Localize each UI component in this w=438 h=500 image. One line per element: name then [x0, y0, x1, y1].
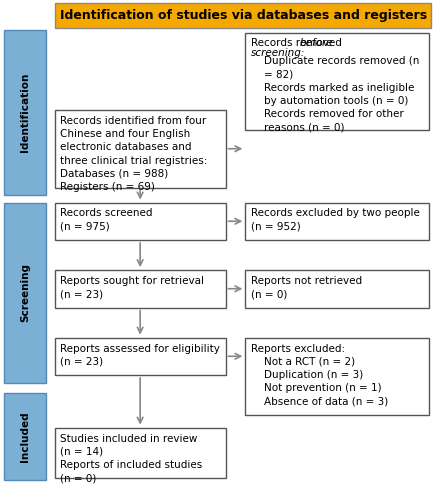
FancyBboxPatch shape — [55, 202, 226, 240]
FancyBboxPatch shape — [4, 392, 46, 480]
FancyBboxPatch shape — [55, 110, 226, 188]
FancyBboxPatch shape — [245, 338, 429, 415]
FancyBboxPatch shape — [245, 202, 429, 240]
Text: Identification: Identification — [20, 73, 30, 152]
Text: Records screened
(n = 975): Records screened (n = 975) — [60, 208, 152, 232]
Text: Duplicate records removed (n
    = 82)
    Records marked as ineligible
    by a: Duplicate records removed (n = 82) Recor… — [251, 56, 419, 132]
Text: Studies included in review
(n = 14)
Reports of included studies
(n = 0): Studies included in review (n = 14) Repo… — [60, 434, 202, 483]
FancyBboxPatch shape — [245, 32, 429, 130]
Text: Reports assessed for eligibility
(n = 23): Reports assessed for eligibility (n = 23… — [60, 344, 220, 366]
FancyBboxPatch shape — [55, 338, 226, 375]
Text: Records excluded by two people
(n = 952): Records excluded by two people (n = 952) — [251, 208, 420, 232]
FancyBboxPatch shape — [4, 30, 46, 195]
FancyBboxPatch shape — [55, 270, 226, 308]
Text: Records identified from four
Chinese and four English
electronic databases and
t: Records identified from four Chinese and… — [60, 116, 207, 192]
Text: Reports sought for retrieval
(n = 23): Reports sought for retrieval (n = 23) — [60, 276, 204, 299]
FancyBboxPatch shape — [4, 202, 46, 382]
Text: Screening: Screening — [20, 263, 30, 322]
FancyBboxPatch shape — [55, 428, 226, 478]
Text: Reports excluded:
    Not a RCT (n = 2)
    Duplication (n = 3)
    Not preventi: Reports excluded: Not a RCT (n = 2) Dupl… — [251, 344, 388, 406]
Text: screening:: screening: — [251, 48, 305, 58]
Text: Records removed: Records removed — [251, 38, 345, 48]
Text: Reports not retrieved
(n = 0): Reports not retrieved (n = 0) — [251, 276, 362, 299]
FancyBboxPatch shape — [55, 2, 431, 28]
FancyBboxPatch shape — [245, 270, 429, 308]
Text: Included: Included — [20, 411, 30, 462]
Text: Identification of studies via databases and registers: Identification of studies via databases … — [60, 8, 427, 22]
Text: before: before — [300, 38, 333, 48]
